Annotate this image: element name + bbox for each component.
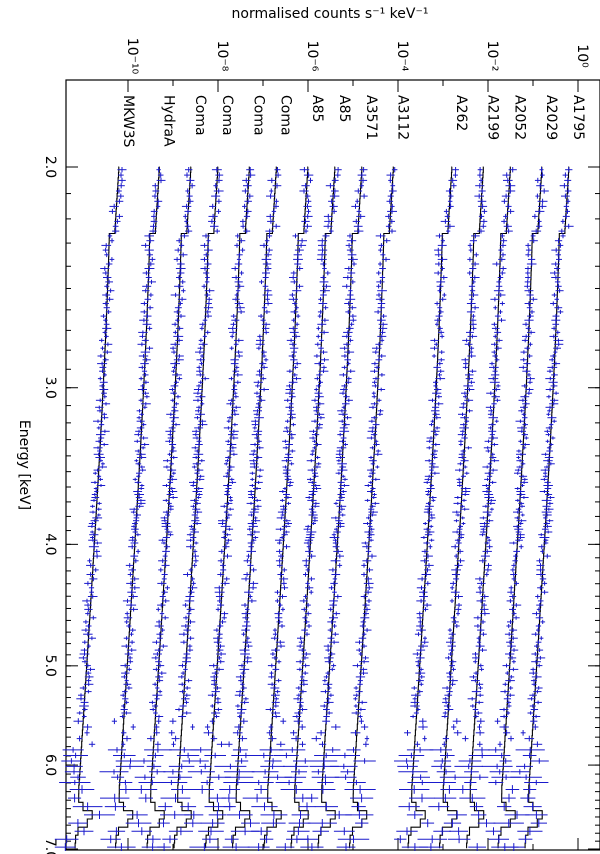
spectrum-a85 bbox=[274, 166, 342, 851]
spectrum-a2052 bbox=[447, 166, 517, 851]
spectrum-coma bbox=[214, 166, 282, 851]
spectrum-hydraa bbox=[99, 166, 166, 851]
y-tick-label: 10⁻¹⁰ bbox=[124, 38, 140, 75]
spectrum-a3112 bbox=[329, 166, 398, 851]
spectra-group bbox=[54, 166, 574, 851]
spectrum-a262 bbox=[394, 166, 459, 851]
model-curve bbox=[407, 166, 453, 849]
model-curve bbox=[263, 166, 309, 849]
x-tick-label: 3.0 bbox=[42, 377, 58, 399]
x-axis-label: Energy [keV] bbox=[16, 420, 32, 510]
plot-frame bbox=[65, 79, 600, 851]
x-tick-label: 7.0 bbox=[42, 838, 58, 854]
y-tick-label: 10⁻⁸ bbox=[214, 41, 230, 72]
spectrum-coma bbox=[125, 166, 196, 851]
model-curve bbox=[439, 166, 484, 849]
model-curve bbox=[497, 166, 543, 849]
x-tick-label: 5.0 bbox=[42, 655, 58, 677]
y-axis-label: normalised counts s⁻¹ keV⁻¹ bbox=[232, 6, 429, 22]
model-curve bbox=[205, 166, 250, 849]
x-tick-label: 4.0 bbox=[42, 533, 58, 555]
model-curve bbox=[146, 166, 192, 849]
spectrum-a3571 bbox=[297, 166, 368, 851]
y-axis-ticks: 10⁰ 10⁻² 10⁻⁴ 10⁻⁶ 10⁻⁸ 10⁻¹⁰ bbox=[124, 38, 590, 850]
spectrum-mkw3s bbox=[54, 166, 127, 851]
model-curve bbox=[349, 166, 394, 849]
spectrum-a85 bbox=[242, 166, 314, 851]
x-axis-ticks: 2.0 3.0 4.0 5.0 6.0 7.0 bbox=[42, 156, 600, 854]
x-tick-label: 6.0 bbox=[42, 754, 58, 776]
y-tick-label: 10⁻² bbox=[484, 41, 500, 72]
spectrum-a1795 bbox=[502, 166, 574, 851]
spectrum-coma bbox=[155, 166, 224, 851]
x-tick-label: 2.0 bbox=[42, 156, 58, 178]
y-tick-label: 10⁻⁶ bbox=[304, 41, 320, 72]
model-curve bbox=[74, 166, 120, 849]
model-curve bbox=[173, 166, 219, 849]
model-curve bbox=[232, 166, 277, 849]
y-tick-label: 10⁰ bbox=[574, 44, 590, 68]
spectrum-coma bbox=[187, 166, 256, 851]
spectrum-a2029 bbox=[481, 166, 549, 851]
model-curve bbox=[115, 166, 160, 849]
y-tick-label: 10⁻⁴ bbox=[394, 41, 410, 72]
